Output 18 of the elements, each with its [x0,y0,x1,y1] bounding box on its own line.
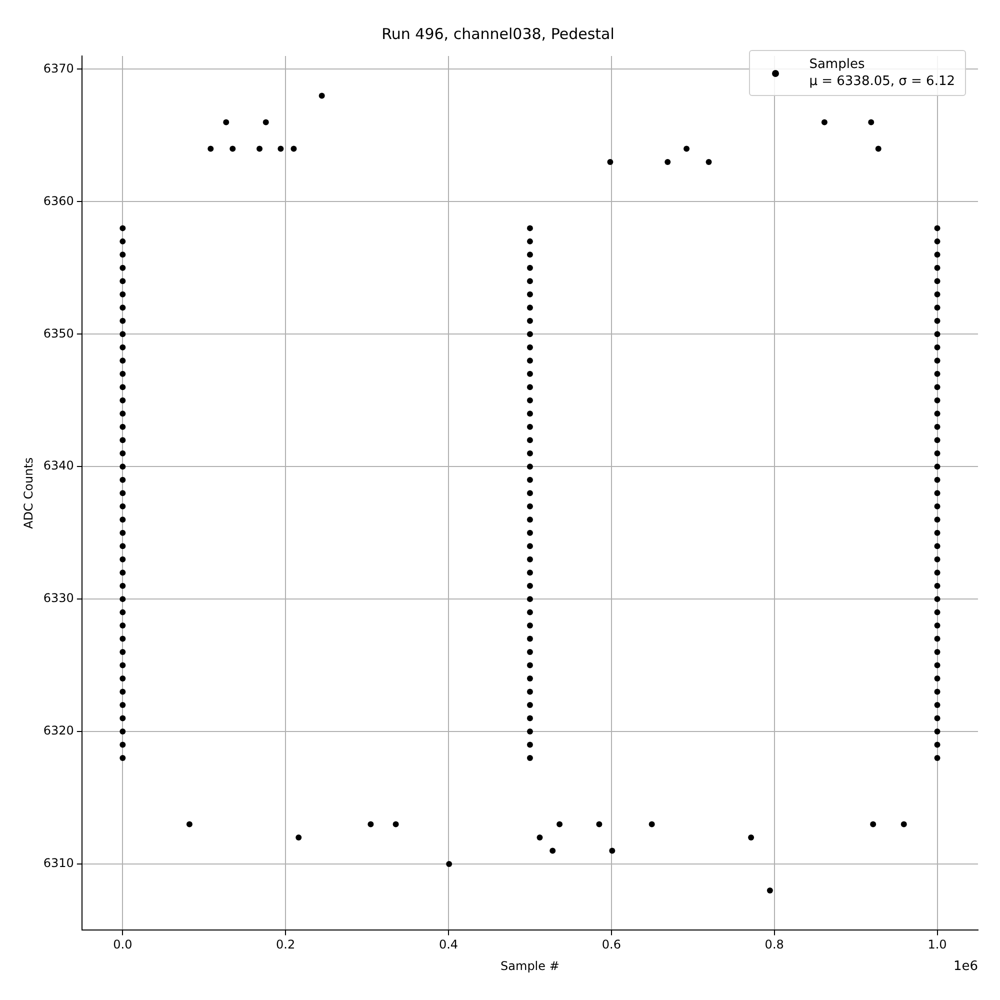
y-tick-label: 6340 [43,458,74,473]
y-tick-label: 6370 [43,61,74,76]
y-axis-title: ADC Counts [21,457,36,529]
legend-label: Samples μ = 6338.05, σ = 6.12 [809,56,955,90]
text: 1e6 [953,959,978,974]
x-tick-label: 0.8 [764,938,784,952]
y-tick-label: 6360 [43,194,74,208]
y-tick-label: 6330 [43,591,74,606]
y-tick-label: 6310 [43,856,74,870]
x-tick-label: 1.0 [928,938,947,952]
y-tick-label: 6320 [43,724,74,738]
chart-title: Run 496, channel038, Pedestal [382,24,614,43]
x-tick-label: 0.0 [113,938,132,952]
y-tick-label: 6350 [43,326,74,340]
x-tick-label: 0.6 [602,938,621,952]
x-tick-label: 0.4 [438,938,458,952]
x-tick-label: 0.2 [276,938,296,952]
x-axis-title: Sample # [500,958,560,973]
